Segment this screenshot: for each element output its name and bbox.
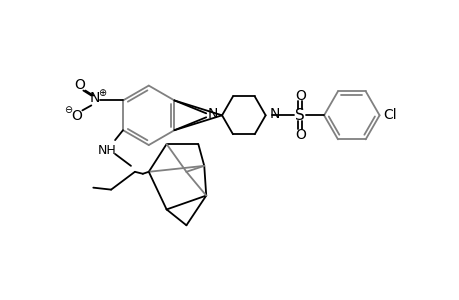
Text: Cl: Cl [383, 108, 396, 122]
Text: S: S [295, 108, 304, 123]
Text: NH: NH [98, 143, 116, 157]
Text: ⊖: ⊖ [64, 105, 73, 116]
Text: N: N [207, 107, 218, 121]
Text: O: O [294, 128, 305, 142]
Text: O: O [294, 88, 305, 103]
Text: O: O [74, 78, 84, 92]
Text: O: O [71, 109, 82, 123]
Text: ⊕: ⊕ [98, 88, 106, 98]
Text: N: N [269, 107, 280, 121]
Text: N: N [90, 92, 100, 106]
